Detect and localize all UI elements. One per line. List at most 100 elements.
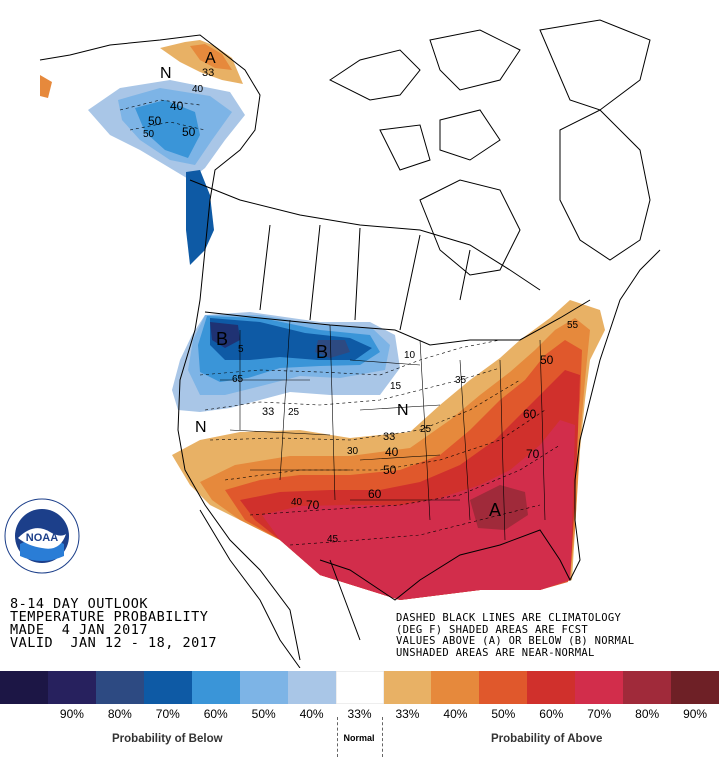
normal-divider-right: [382, 717, 383, 757]
clim-line-1: [199, 339, 501, 376]
alaska-west-above: [40, 75, 52, 98]
legend-label-6: 40%: [299, 707, 324, 721]
below-caption: Probability of Below: [112, 733, 223, 745]
clim-b5: 5: [238, 344, 244, 355]
clim-10: 10: [404, 350, 416, 361]
legend-swatch-3: [143, 671, 192, 704]
title-line-2: TEMPERATURE PROBABILITY: [10, 609, 209, 625]
legend-label-7: 33%: [347, 707, 372, 721]
label-b-west: B: [216, 329, 228, 349]
coastline-west: [39, 34, 301, 661]
alaska-label-33: 33: [202, 67, 214, 79]
conus-above-70: [262, 420, 575, 600]
alaska-label-50b: 50: [182, 125, 196, 139]
title-line-1: 8-14 DAY OUTLOOK: [10, 596, 149, 612]
note-line-1: DASHED BLACK LINES ARE CLIMATOLOGY: [396, 612, 622, 624]
clim-65: 65: [232, 374, 244, 385]
title-line-4: VALID JAN 12 - 18, 2017: [10, 635, 218, 651]
clim-55: 55: [567, 320, 579, 331]
legend-color-bar: [0, 671, 719, 704]
alaska-panhandle-below-60: [186, 170, 214, 265]
clim-line-2: [204, 367, 501, 411]
clim-35: 35: [455, 375, 467, 386]
note-line-2: (DEG F) SHADED AREAS ARE FCST: [396, 623, 589, 636]
canada-border: [189, 179, 541, 291]
above-caption: Probability of Above: [491, 733, 603, 745]
province-lines: [259, 224, 471, 331]
alaska-label-40: 40: [170, 99, 184, 113]
arctic-islands: [329, 19, 651, 171]
clim-line-6: [289, 504, 541, 546]
greenland: [559, 109, 651, 261]
state-grid: [220, 319, 546, 541]
alaska-label-50c: 50: [143, 129, 155, 140]
prob-70: 70: [526, 447, 540, 461]
title-block: 8-14 DAY OUTLOOK TEMPERATURE PROBABILITY…: [10, 596, 218, 651]
legend-label-4: 60%: [203, 707, 228, 721]
noaa-logo-text: NOAA: [26, 532, 58, 544]
legend-label-1: 90%: [59, 707, 84, 721]
prob-70-sw: 70: [306, 498, 320, 512]
clim-line-3: [209, 379, 521, 441]
label-n-central: N: [397, 402, 409, 419]
note-line-3: VALUES ABOVE (A) OR BELOW (B) NORMAL: [396, 635, 635, 647]
legend-label-2: 80%: [107, 707, 132, 721]
normal-caption: Normal: [343, 733, 375, 743]
legend-swatch-4: [191, 671, 240, 704]
clim-25: 25: [288, 407, 300, 418]
hudson-bay: [419, 179, 521, 276]
legend-swatch-5: [239, 671, 288, 704]
legend-swatch-0: [0, 671, 48, 704]
alaska-above-50: [190, 44, 232, 70]
prob-60: 60: [368, 487, 382, 501]
label-b-central: B: [316, 342, 328, 362]
alaska-below-50: [135, 100, 200, 158]
clim-30: 30: [347, 446, 359, 457]
legend-swatch-6: [287, 671, 336, 704]
legend-label-0: [0, 707, 48, 721]
legend-label-5: 50%: [251, 707, 276, 721]
outlook-map: N A 33 40 50 50 50 40 B B A N N 33 33 40…: [39, 19, 661, 668]
legend-swatch-9: [431, 671, 480, 704]
legend-swatch-14: [671, 671, 719, 704]
conus-below-70: [210, 322, 240, 348]
normal-divider-left: [337, 717, 338, 757]
alaska-label-a: A: [205, 50, 216, 67]
legend-label-14: 90%: [683, 707, 708, 721]
prob-40-sw: 40: [291, 497, 303, 508]
clim-line-4: [224, 409, 546, 481]
legend-swatch-8: [383, 671, 432, 704]
notes-block: DASHED BLACK LINES ARE CLIMATOLOGY (DEG …: [396, 612, 635, 659]
legend-swatch-12: [575, 671, 624, 704]
legend-swatch-11: [527, 671, 576, 704]
legend-swatch-2: [95, 671, 144, 704]
note-line-4: UNSHADED AREAS ARE NEAR-NORMAL: [396, 646, 595, 659]
clim-15: 15: [390, 381, 402, 392]
conus-below-70b: [315, 340, 350, 358]
label-a-southeast: A: [489, 500, 501, 520]
legend-swatch-7: [335, 671, 384, 704]
noaa-logo: NOAA: [4, 498, 80, 574]
conus-above-80: [470, 485, 528, 530]
prob-60-east: 60: [523, 407, 537, 421]
legend-label-13: 80%: [635, 707, 660, 721]
clim-45: 45: [327, 534, 339, 545]
alaska-label-n: N: [160, 65, 172, 82]
clim-25b: 25: [420, 424, 432, 435]
legend-swatch-10: [479, 671, 528, 704]
legend-label-3: 70%: [155, 707, 180, 721]
alaska-label-50a: 50: [148, 114, 162, 128]
mexico-outline: [199, 509, 361, 668]
legend-labels: 90% 80% 70% 60% 50% 40% 33% 33% 40% 50% 60% 70% 80% 9…: [0, 707, 719, 721]
legend-label-12: 70%: [587, 707, 612, 721]
coastline-gulf: [319, 249, 661, 601]
prob-50: 50: [383, 463, 397, 477]
alaska-above-40: [160, 40, 243, 84]
label-n-west: N: [195, 419, 207, 436]
legend-swatch-13: [623, 671, 672, 704]
clim-line-5: [249, 444, 561, 516]
legend-label-11: 60%: [539, 707, 564, 721]
clim-line-ak: [119, 99, 206, 131]
prob-33-west: 33: [262, 406, 274, 418]
legend-swatch-1: [47, 671, 96, 704]
